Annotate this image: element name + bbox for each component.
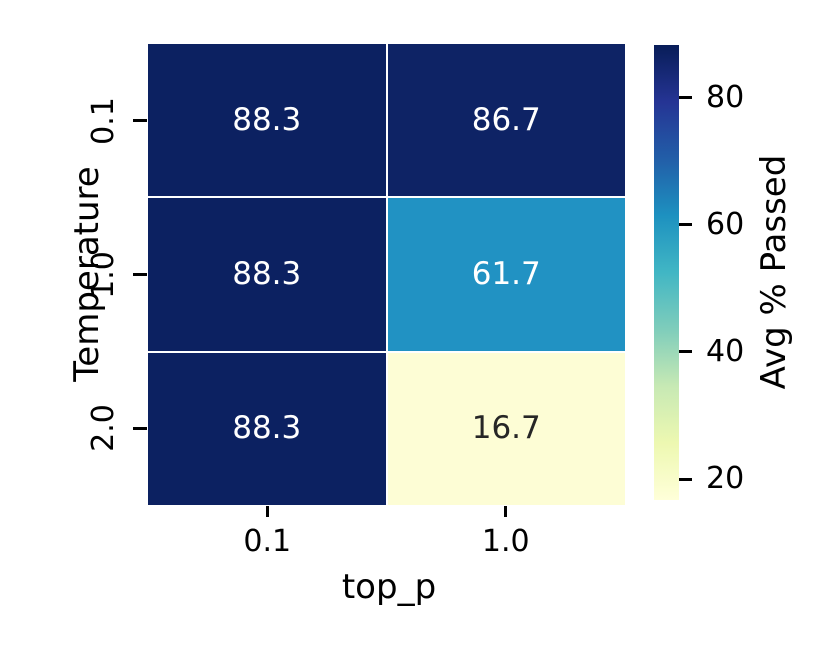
y-tick-label: 2.0: [86, 404, 121, 453]
cell-value: 88.3: [232, 101, 302, 138]
cell-value: 88.3: [232, 255, 302, 292]
heatmap-cell: 88.3: [148, 352, 386, 505]
heatmap-cell: 16.7: [387, 352, 625, 505]
tick-mark: [133, 119, 147, 123]
colorbar-tick-label: 40: [706, 333, 745, 369]
heatmap-cell: 61.7: [387, 198, 625, 351]
colorbar-tick-mark: [679, 350, 692, 354]
tick-mark: [265, 506, 269, 517]
heatmap-cell: 88.3: [148, 44, 386, 197]
tick-mark: [133, 426, 147, 430]
x-tick-label: 1.0: [481, 524, 530, 559]
colorbar-tick-mark: [679, 223, 692, 227]
cell-value: 88.3: [232, 410, 302, 447]
colorbar-tick-label: 80: [706, 79, 745, 115]
colorbar-tick-mark: [679, 96, 692, 100]
x-axis-label: top_p: [341, 567, 437, 607]
colorbar-tick-label: 60: [706, 206, 745, 242]
heatmap-grid: 88.3 86.7 88.3 61.7 88.3 16.7: [148, 44, 625, 505]
colorbar: [654, 45, 679, 500]
cell-value: 61.7: [471, 255, 541, 292]
x-tick-label: 0.1: [243, 524, 292, 559]
cell-value: 16.7: [471, 410, 541, 447]
colorbar-label: Avg % Passed: [754, 154, 794, 390]
heatmap-cell: 88.3: [148, 198, 386, 351]
tick-mark: [504, 506, 508, 517]
colorbar-tick-mark: [679, 477, 692, 481]
colorbar-tick-label: 20: [706, 461, 745, 497]
y-tick-label: 0.1: [86, 96, 121, 145]
tick-mark: [133, 273, 147, 276]
cell-value: 86.7: [471, 101, 541, 138]
y-axis-label: Temperature: [67, 166, 107, 382]
heatmap-cell: 86.7: [387, 44, 625, 197]
